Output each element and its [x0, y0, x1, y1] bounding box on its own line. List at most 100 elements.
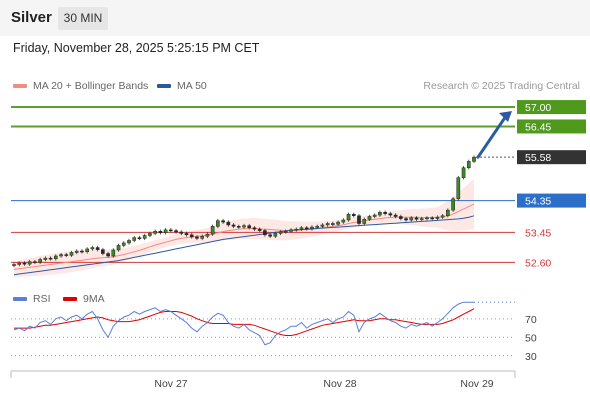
- level-labels-layer: 57.00 56.45 55.58 54.35 53.45 52.60: [517, 100, 586, 269]
- candle: [378, 210, 382, 217]
- candle: [273, 231, 278, 238]
- candle: [80, 249, 84, 254]
- ma9-swatch: [63, 297, 77, 302]
- time-tick-nov-28: Nov 28: [323, 378, 356, 390]
- candle: [346, 212, 351, 222]
- candle: [153, 229, 157, 236]
- candle: [310, 225, 314, 231]
- candle: [195, 235, 199, 241]
- time-tick-nov-27: Nov 27: [154, 378, 187, 390]
- candle: [419, 216, 424, 222]
- candle: [294, 227, 299, 232]
- legend-ma20: MA 20 + Bollinger Bands: [13, 80, 148, 92]
- level-label-box-pivot: [517, 193, 586, 208]
- credit-text: Research © 2025 Trading Central: [423, 80, 580, 92]
- level-label-57-00: 57.00: [525, 102, 551, 114]
- candle: [278, 230, 283, 236]
- candle: [216, 218, 220, 229]
- timeframe-selector[interactable]: 30 MIN: [58, 7, 108, 30]
- candle: [242, 223, 246, 229]
- candle: [320, 223, 325, 229]
- candle: [142, 233, 147, 241]
- candle: [404, 216, 408, 222]
- level-label-52-60: 52.60: [525, 257, 551, 269]
- rsi-tick-50: 50: [525, 332, 537, 344]
- candle: [43, 256, 48, 262]
- candle: [383, 210, 387, 216]
- candle: [325, 221, 330, 227]
- candle: [33, 259, 37, 265]
- candle: [226, 220, 231, 227]
- legend-ma20-label: MA 20 + Bollinger Bands: [33, 80, 149, 92]
- candle: [184, 231, 189, 237]
- candle: [451, 197, 455, 212]
- candle: [116, 243, 121, 252]
- candle: [289, 228, 293, 234]
- candle: [393, 213, 398, 219]
- level-label-box-last: [517, 150, 586, 165]
- candle: [106, 251, 110, 258]
- candle: [137, 235, 142, 241]
- candle: [48, 256, 53, 261]
- candle: [268, 233, 272, 238]
- candle: [362, 217, 367, 226]
- candle: [367, 214, 372, 222]
- candle: [59, 252, 63, 258]
- candle: [69, 250, 74, 258]
- candle: [189, 233, 194, 239]
- candle: [461, 166, 466, 180]
- candle: [148, 231, 152, 238]
- candle: [85, 247, 90, 254]
- level-label-box-target: [517, 119, 586, 134]
- ma50-line: [13, 215, 475, 276]
- candle: [252, 226, 257, 231]
- candle: [472, 155, 476, 164]
- legend-rsi: RSI: [13, 293, 51, 305]
- chart-datetime: Friday, November 28, 2025 5:25:15 PM CET: [13, 41, 260, 55]
- level-label-56-45: 56.45: [525, 121, 551, 133]
- time-tick-nov-29: Nov 29: [460, 378, 493, 390]
- candle: [315, 224, 320, 229]
- candle: [121, 241, 126, 248]
- ma50-swatch: [157, 84, 171, 89]
- rsi-ma9-line: [14, 308, 475, 336]
- candle: [12, 262, 16, 268]
- candle: [174, 228, 178, 234]
- candle: [127, 238, 131, 245]
- candle: [64, 252, 69, 258]
- legend-ma50-label: MA 50: [177, 80, 207, 92]
- candle: [257, 227, 262, 233]
- legend-9ma-label: 9MA: [83, 293, 105, 305]
- candle: [341, 218, 346, 224]
- target-arrow-layer: [476, 111, 512, 159]
- candle: [357, 214, 361, 226]
- candle: [372, 213, 377, 219]
- candle: [414, 216, 419, 222]
- candle: [90, 245, 95, 251]
- legend-ma50: MA 50: [157, 80, 207, 92]
- candle: [200, 234, 204, 241]
- level-label-box-target: [517, 100, 586, 115]
- ma20-swatch: [13, 84, 27, 89]
- candle: [101, 247, 105, 256]
- level-lines-layer: [11, 106, 515, 263]
- candle: [304, 226, 309, 231]
- candle: [132, 235, 137, 243]
- candle: [284, 229, 288, 234]
- rsi-tick-70: 70: [525, 314, 537, 326]
- time-axis: Nov 27 Nov 28 Nov 29: [10, 370, 516, 390]
- candle: [388, 211, 393, 217]
- candle: [409, 216, 414, 222]
- legend-rsi-label: RSI: [33, 293, 51, 305]
- candle: [247, 223, 252, 230]
- level-label-53-45: 53.45: [525, 227, 551, 239]
- rsi-panel: 30 50 70: [11, 301, 537, 363]
- candle: [440, 214, 445, 219]
- candle: [336, 220, 340, 226]
- candle: [466, 159, 471, 170]
- rsi-swatch: [13, 297, 27, 302]
- candle: [17, 261, 22, 267]
- candle: [435, 215, 440, 221]
- candle: [430, 216, 435, 221]
